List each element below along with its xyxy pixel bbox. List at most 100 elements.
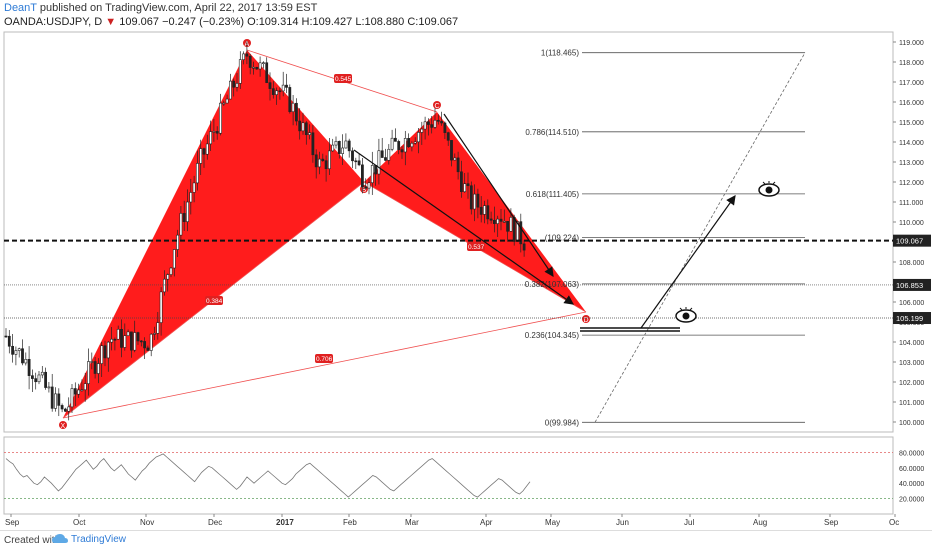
candle-body [172,249,176,269]
candle-body [21,348,24,364]
x-tick-label: Feb [343,518,357,527]
candle-body [446,132,450,141]
candle-body [120,329,123,348]
candle-body [337,141,341,154]
y-tick-label: 116.000 [899,100,924,107]
high-price: H:109.427 [301,16,353,28]
candle-body [420,128,424,133]
candle-body [522,243,526,251]
candle-body [367,182,371,189]
eye-pupil [682,312,690,320]
candle-body [436,119,440,122]
candle-body [196,163,199,184]
candle-body [205,143,209,155]
price-axis-badge [893,312,931,325]
candle-body [496,218,500,224]
candle-body [301,122,305,132]
ohlc-info: OANDA:USDJPY, D ▼ 109.067 −0.247 (−0.23%… [4,16,458,28]
candle-body [387,148,391,161]
candle-body [417,132,420,143]
candle-body [235,83,239,88]
candle-body [47,386,51,389]
down-arrow-icon: ▼ [105,16,117,28]
x-tick-label: Mar [405,518,419,527]
author-link[interactable]: DeanT [4,2,37,14]
candle-body [268,82,272,89]
pattern-point-label: D [584,317,589,324]
candle-body [212,131,216,133]
candle-body [64,408,67,412]
candle-body [327,150,331,170]
candle-body [489,218,493,221]
candle-body [219,102,222,134]
x-tick-label: Dec [208,518,222,527]
main-pane-frame [3,31,894,433]
y-tick-label: 110.000 [899,220,924,227]
candle-body [93,361,97,374]
candle-body [97,363,100,374]
candle-body [331,144,335,152]
tradingview-logo-text: TradingView [71,533,127,545]
pattern-ratio-label: 0.384 [206,298,223,305]
eye-icon [758,181,780,197]
candle-body [499,218,503,222]
candle-body [450,140,453,161]
candle-body [209,131,213,145]
arrow-up [640,195,736,329]
pattern-ratio-label: 0.706 [316,356,333,363]
tradingview-logo[interactable]: TradingView [52,533,126,545]
candle-body [182,213,186,222]
candle-body [397,141,401,150]
candle-body [202,148,206,155]
x-tick-label: Oct [73,518,86,527]
candle-body [100,345,104,364]
x-tick-label: Oc [889,518,899,527]
candle-body [242,53,246,60]
arrow-down-1 [443,113,554,277]
candle-body [486,205,490,220]
candle-body [291,102,295,113]
footer: Created with TradingView [0,530,932,551]
candle-body [179,213,183,236]
candle-body [502,221,506,223]
eye-lash [762,181,766,185]
candle-body [192,182,196,193]
price-axis-badge-label: 109.067 [896,237,923,246]
rsi-tick-label: 60.0000 [899,466,924,473]
pattern-point-label: C [435,103,440,110]
candle-body [40,371,44,376]
candle-body [265,62,269,83]
candle-body [133,332,137,351]
candle-body [73,388,77,395]
candle-body [110,338,114,343]
candle-body [351,150,354,162]
candle-body [357,160,361,166]
candle-body [176,234,180,250]
open-price: O:109.314 [247,16,299,28]
candle-body [314,154,318,168]
publish-info: DeanT published on TradingView.com, Apri… [4,2,317,14]
candle-body [403,138,407,153]
candle-body [199,148,203,164]
candle-body [354,160,358,163]
candle-body [50,386,54,409]
candle-body [156,322,160,334]
candle-body [410,142,414,148]
candle-body [377,150,381,175]
candle-body [163,278,166,293]
pattern-ratio-badge [334,74,352,83]
y-tick-label: 114.000 [899,140,924,147]
candle-body [136,332,140,342]
xab-triangle [63,50,364,418]
bcd-triangle [364,112,586,312]
candle-body [288,87,292,113]
x-tick-label: Nov [140,518,154,527]
fib-level-label: (109.224) [545,234,580,243]
candle-body [258,62,262,70]
candle-body [463,183,467,193]
fib-level-label: 0.786(114.510) [525,128,579,137]
price-axis-badge-label: 105.199 [896,314,923,323]
candle-body [433,119,437,128]
candle-body [407,138,411,148]
y-tick-label: 115.000 [899,120,924,127]
